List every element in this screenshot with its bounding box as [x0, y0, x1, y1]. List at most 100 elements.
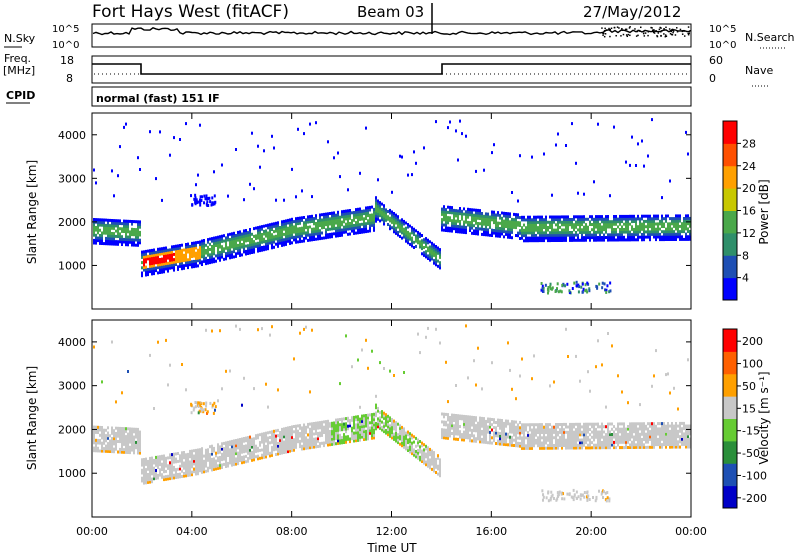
echo-cell	[97, 428, 99, 432]
echo-cell	[361, 228, 363, 232]
echo-cell	[231, 445, 233, 449]
echo-cell	[451, 426, 453, 430]
echo-cell	[605, 228, 607, 232]
echo-cell	[337, 428, 339, 432]
echo-cell	[367, 416, 369, 420]
echo-cell	[525, 423, 527, 427]
echo-cell	[383, 212, 385, 215]
echo-cell	[251, 245, 253, 249]
echo-cell	[543, 223, 545, 227]
echo-cell	[95, 228, 97, 232]
echo-cell	[555, 228, 557, 232]
echo-cell	[505, 443, 507, 447]
echo-cell	[453, 208, 455, 212]
echo-cell	[481, 424, 483, 428]
echo-cell	[567, 220, 569, 224]
echo-cell	[391, 423, 393, 427]
echo-cell	[475, 439, 477, 443]
echo-cell	[411, 244, 413, 248]
echo-cell	[423, 461, 425, 465]
echo-cell	[171, 476, 173, 480]
echo-cell	[527, 239, 529, 243]
echo-cell	[339, 223, 341, 227]
echo-cell	[229, 453, 231, 457]
echo-cell	[551, 436, 553, 440]
echo-cell	[119, 447, 121, 451]
echo-cell	[231, 447, 233, 451]
echo-cell	[375, 427, 377, 431]
echo-cell	[243, 437, 245, 440]
echo-cell	[289, 239, 291, 243]
echo-cell	[673, 219, 675, 223]
echo-cell	[515, 215, 517, 219]
echo-cell	[175, 249, 177, 253]
echo-cell	[225, 236, 227, 240]
echo-cell	[285, 237, 287, 241]
echo-cell	[417, 332, 419, 336]
echo-cell	[445, 229, 447, 232]
echo-cell	[541, 215, 543, 219]
echo-cell	[627, 446, 629, 449]
echo-cell	[311, 217, 313, 221]
echo-cell	[187, 455, 189, 459]
echo-cell	[187, 466, 189, 469]
echo-cell	[475, 169, 477, 173]
echo-cell	[463, 220, 465, 224]
echo-cell	[219, 445, 221, 449]
echo-cell	[623, 432, 625, 436]
echo-cell	[181, 459, 183, 463]
echo-cell	[235, 462, 237, 466]
echo-cell	[355, 226, 357, 230]
echo-cell	[503, 224, 505, 228]
echo-cell	[145, 476, 147, 479]
echo-cell	[687, 152, 689, 156]
echo-cell	[393, 225, 395, 229]
echo-cell	[321, 441, 323, 445]
echo-cell	[139, 168, 141, 171]
echo-cell	[317, 445, 319, 448]
echo-cell	[173, 460, 175, 464]
echo-cell	[239, 233, 241, 236]
echo-cell	[595, 225, 597, 229]
echo-cell	[659, 222, 661, 226]
echo-cell	[577, 430, 579, 434]
echo-cell	[629, 443, 631, 447]
noise-search-dot	[651, 27, 653, 29]
echo-cell	[507, 220, 509, 223]
echo-cell	[343, 212, 345, 216]
echo-cell	[195, 251, 197, 255]
echo-cell	[603, 441, 605, 444]
echo-cell	[621, 238, 623, 242]
echo-cell	[517, 444, 519, 448]
echo-cell	[429, 253, 431, 257]
echo-cell	[317, 434, 319, 438]
echo-cell	[223, 449, 225, 453]
echo-cell	[467, 428, 469, 432]
echo-cell	[149, 353, 151, 357]
echo-cell	[487, 430, 489, 434]
echo-cell	[323, 220, 325, 224]
echo-cell	[529, 441, 531, 445]
echo-cell	[303, 441, 305, 445]
echo-cell	[467, 420, 469, 424]
echo-cell	[533, 433, 535, 437]
echo-cell	[143, 481, 145, 485]
echo-cell	[363, 230, 365, 234]
echo-cell	[497, 439, 499, 443]
echo-cell	[607, 427, 609, 431]
echo-cell	[307, 225, 309, 229]
echo-cell	[255, 449, 257, 453]
echo-cell	[681, 222, 683, 226]
echo-cell	[281, 241, 283, 245]
echo-cell	[411, 441, 413, 445]
echo-cell	[647, 230, 649, 234]
echo-cell	[303, 229, 305, 233]
echo-cell	[365, 437, 367, 441]
echo-cell	[193, 449, 195, 453]
echo-cell	[283, 227, 285, 231]
echo-cell	[475, 219, 477, 223]
echo-cell	[453, 227, 455, 231]
echo-cell	[209, 237, 211, 241]
echo-cell	[540, 282, 543, 285]
echo-cell	[565, 441, 567, 445]
